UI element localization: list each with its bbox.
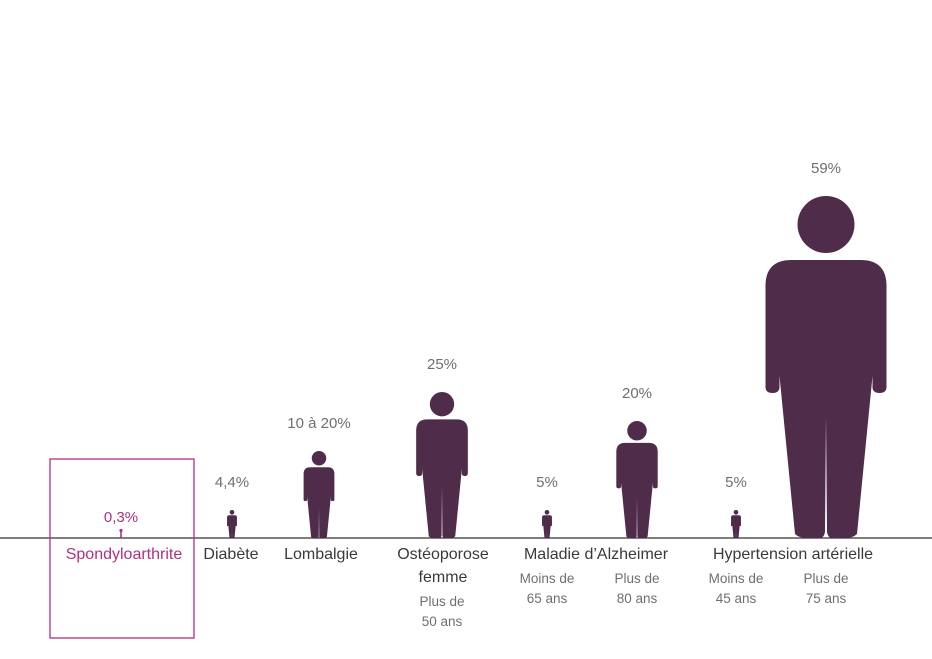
sub-label: Plus de [803,571,848,586]
value-label: 25% [427,356,457,373]
figure-1-body [227,515,237,538]
figure-3-body [416,419,468,538]
sub-label: 75 ans [806,591,847,606]
value-label: 5% [536,474,558,491]
sub-label: 80 ans [617,591,658,606]
figure-3-head [429,392,455,417]
category-label-group: Maladie d’Alzheimer [524,546,669,563]
figure-7-body [765,260,887,538]
sub-label: 65 ans [527,591,568,606]
figure-4-body [542,515,552,538]
value-label: 20% [622,385,652,402]
figure-6-head [733,509,739,515]
sub-label: Plus de [419,594,464,609]
figure-5-body [616,442,658,538]
sub-label: Plus de [614,571,659,586]
category-label-spondyloarthrite: Spondyloarthrite [66,546,183,563]
figure-7-head [797,196,855,253]
value-label: 10 à 20% [287,415,350,432]
figure-marker-head-spondyloarthrite [119,528,123,533]
highlight-box [49,458,195,639]
value-label: 4,4% [215,474,249,491]
sub-label: Moins de [709,571,764,586]
category-label-group: Hypertension artérielle [713,546,873,563]
category-label: femme [419,569,468,586]
sub-label: Moins de [520,571,575,586]
category-label: Ostéoporose [397,546,489,563]
figure-1-head [229,509,235,515]
category-label: Lombalgie [284,546,358,563]
sub-label: 45 ans [716,591,757,606]
value-label: 59% [811,160,841,177]
value-label: 5% [725,474,747,491]
figure-6-body [731,515,741,538]
figure-2-body [303,467,335,538]
figure-2-head [311,451,327,466]
category-label: Diabète [203,546,258,563]
figure-4-head [544,509,550,515]
value-label: 0,3% [104,509,138,526]
sub-label: 50 ans [422,614,463,629]
figure-5-head [627,421,647,441]
